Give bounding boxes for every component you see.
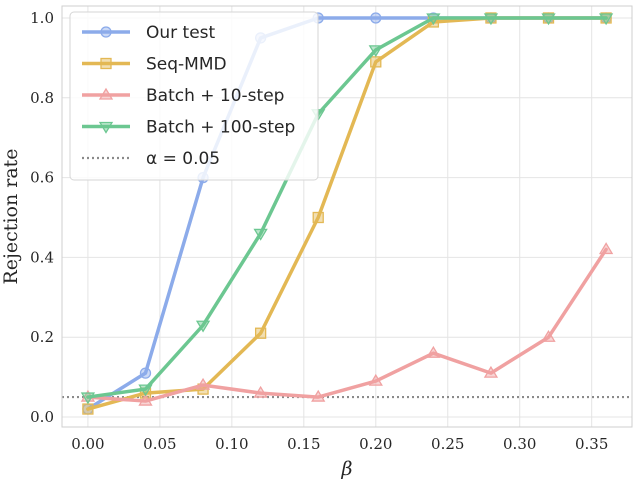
data-point: [368, 45, 383, 58]
x-tick-label: 0.15: [287, 435, 320, 453]
data-point: [370, 12, 382, 24]
y-tick-label: 0.0: [30, 408, 54, 426]
data-point: [483, 365, 499, 378]
data-point: [598, 13, 614, 26]
legend-marker: [98, 121, 114, 134]
legend-label: Our test: [146, 23, 216, 43]
legend-marker: [100, 57, 112, 70]
data-point: [253, 228, 268, 241]
data-point: [368, 373, 383, 386]
data-point: [426, 345, 441, 358]
data-point: [195, 320, 211, 333]
legend-label: Batch + 10-step: [146, 86, 284, 106]
data-point: [253, 385, 268, 398]
data-point: [80, 392, 96, 405]
legend-label: α = 0.05: [146, 149, 220, 169]
legend-marker: [98, 87, 114, 100]
x-tick-label: 0.25: [431, 435, 464, 453]
data-point: [541, 329, 556, 342]
plot-frame: [61, 5, 633, 428]
data-point: [195, 377, 211, 390]
x-axis-label: β: [341, 458, 353, 480]
x-tick-label: 0.00: [71, 435, 104, 453]
data-point: [312, 211, 324, 224]
x-tick-label: 0.10: [215, 435, 248, 453]
data-point: [138, 393, 153, 406]
y-axis-label: Rejection rate: [0, 148, 22, 284]
data-point: [370, 56, 382, 68]
legend: Our test Seq-MMD Batch + 10-step Batch + 10…: [69, 11, 319, 181]
y-tick-label: 0.2: [30, 328, 54, 346]
series-line: [86, 16, 608, 399]
data-point: [254, 327, 267, 339]
data-point: [311, 389, 326, 402]
y-tick-label: 0.8: [30, 89, 54, 107]
legend-box: [69, 11, 319, 181]
y-tick-label: 0.4: [30, 248, 54, 266]
data-point: [426, 13, 441, 26]
data-point: [483, 13, 499, 26]
data-point: [541, 13, 556, 26]
x-tick-label: 0.05: [143, 435, 176, 453]
data-point: [82, 403, 94, 415]
x-tick-label: 0.20: [359, 435, 392, 453]
legend-marker: [100, 26, 112, 38]
tick-labels: 0.00 0.05 0.10 0.15 0.20 0.25 0.30 0.35 0.0 0.2 0.…: [30, 9, 608, 453]
legend-label: Batch + 100-step: [146, 118, 295, 138]
series-line: [86, 247, 608, 403]
x-tick-label: 0.30: [503, 435, 536, 453]
data-point: [139, 367, 152, 379]
y-tick-label: 1.0: [30, 9, 54, 27]
x-tick-label: 0.35: [575, 435, 608, 453]
data-point: [138, 384, 153, 397]
y-tick-label: 0.6: [30, 169, 54, 187]
data-point: [598, 242, 614, 255]
legend-label: Seq-MMD: [146, 55, 227, 75]
